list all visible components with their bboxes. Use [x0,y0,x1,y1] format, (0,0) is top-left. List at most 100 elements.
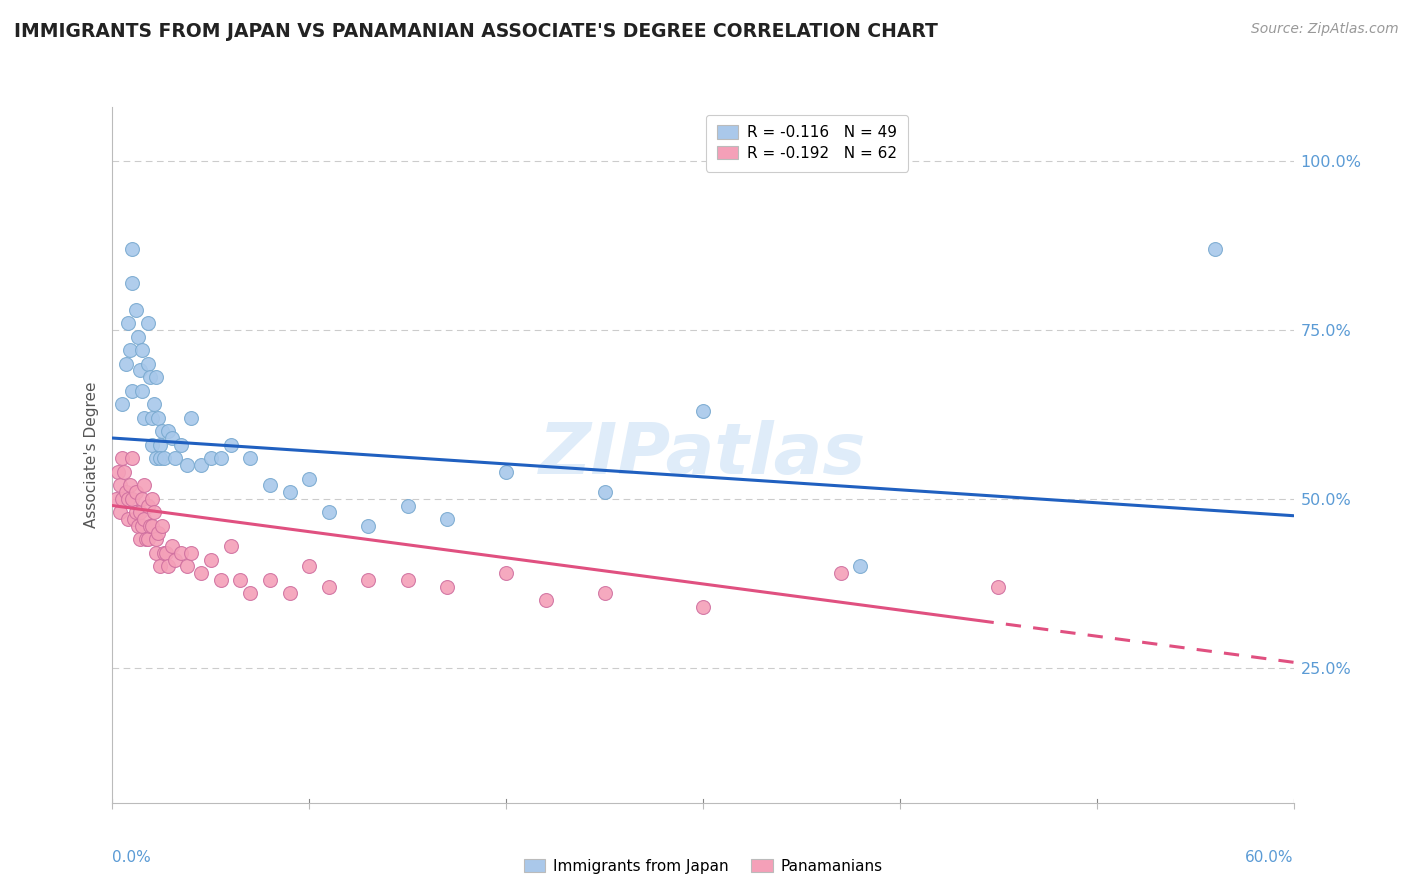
Point [125,505,148,519]
Point [593,485,616,500]
Point [121,242,143,256]
Point [145,533,167,547]
Point [278,586,301,600]
Point [156,559,179,574]
Point [298,559,321,574]
Point [120,343,142,358]
Point [190,458,212,472]
Point [117,316,139,330]
Point [495,566,517,581]
Point [131,519,153,533]
Point [111,397,134,411]
Point [165,552,187,566]
Legend: R = -0.116   N = 49, R = -0.192   N = 62: R = -0.116 N = 49, R = -0.192 N = 62 [706,115,908,171]
Text: ZIPatlas: ZIPatlas [540,420,866,490]
Point [495,465,517,479]
Point [121,276,143,290]
Text: IMMIGRANTS FROM JAPAN VS PANAMANIAN ASSOCIATE'S DEGREE CORRELATION CHART: IMMIGRANTS FROM JAPAN VS PANAMANIAN ASSO… [14,22,938,41]
Point [155,546,177,560]
Point [145,370,167,384]
Point [115,357,138,371]
Legend: Immigrants from Japan, Panamanians: Immigrants from Japan, Panamanians [517,853,889,880]
Point [112,465,135,479]
Point [125,485,148,500]
Point [141,438,163,452]
Point [298,472,321,486]
Point [239,586,262,600]
Point [396,499,419,513]
Text: Source: ZipAtlas.com: Source: ZipAtlas.com [1251,22,1399,37]
Point [180,546,202,560]
Point [160,431,183,445]
Point [396,573,419,587]
Point [132,478,155,492]
Point [139,519,162,533]
Point [209,573,232,587]
Point [132,410,155,425]
Point [149,438,172,452]
Point [111,451,134,466]
Point [180,410,202,425]
Point [692,599,714,614]
Point [219,438,242,452]
Point [127,519,149,533]
Point [117,491,139,506]
Point [141,410,163,425]
Point [122,512,145,526]
Point [160,539,183,553]
Point [146,410,169,425]
Point [117,512,139,526]
Text: 0.0%: 0.0% [112,850,152,865]
Y-axis label: Associate's Degree: Associate's Degree [83,382,98,528]
Point [149,451,172,466]
Point [121,384,143,398]
Point [1204,242,1226,256]
Point [278,485,301,500]
Point [110,478,132,492]
Point [149,559,172,574]
Point [145,546,167,560]
Point [830,566,852,581]
Point [135,533,157,547]
Point [136,357,159,371]
Point [318,505,340,519]
Point [125,302,148,317]
Point [200,552,222,566]
Point [534,593,557,607]
Point [136,499,159,513]
Point [129,533,152,547]
Point [849,559,872,574]
Point [165,451,187,466]
Point [110,505,132,519]
Point [131,343,153,358]
Point [176,559,198,574]
Point [152,546,174,560]
Point [120,478,142,492]
Point [115,485,138,500]
Point [136,533,159,547]
Point [129,363,152,377]
Point [692,404,714,418]
Point [127,329,149,343]
Point [219,539,242,553]
Point [131,384,153,398]
Point [156,424,179,438]
Point [132,512,155,526]
Point [136,316,159,330]
Point [229,573,252,587]
Point [150,424,173,438]
Point [987,580,1010,594]
Point [142,397,165,411]
Point [239,451,262,466]
Point [170,546,193,560]
Point [209,451,232,466]
Point [436,580,458,594]
Point [436,512,458,526]
Point [150,519,173,533]
Point [357,573,380,587]
Point [152,451,174,466]
Point [139,370,162,384]
Point [129,505,152,519]
Point [593,586,616,600]
Point [259,573,281,587]
